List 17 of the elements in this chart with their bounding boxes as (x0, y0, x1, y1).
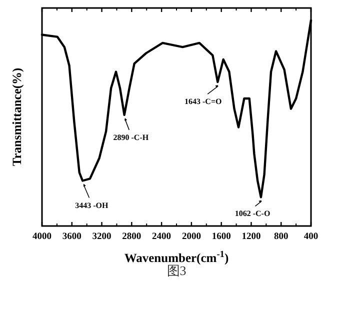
x-tick-label: 800 (274, 232, 288, 242)
annotation: 2890 -C-H (113, 132, 150, 142)
x-tick-label: 3600 (62, 232, 82, 242)
x-tick-label: 400 (304, 232, 318, 242)
x-tick-label: 2800 (122, 232, 142, 242)
x-tick-label: 1200 (242, 232, 261, 242)
x-tick-label: 2400 (152, 232, 172, 242)
caption: 图3 (166, 263, 186, 278)
x-tick-label: 4000 (32, 232, 52, 242)
annotation: 1062 -C-O (234, 209, 270, 218)
annotation: 1643 -C=O (184, 97, 222, 106)
x-axis-title: Wavenumber(cm$^{-1}$) (124, 250, 229, 265)
y-axis-title: Transmittance(%) (10, 68, 24, 166)
x-tick-label: 2000 (182, 232, 202, 242)
annotation: 3443 -OH (75, 200, 109, 210)
x-tick-label: 3200 (92, 232, 112, 242)
x-tick-label: 1600 (212, 232, 232, 242)
